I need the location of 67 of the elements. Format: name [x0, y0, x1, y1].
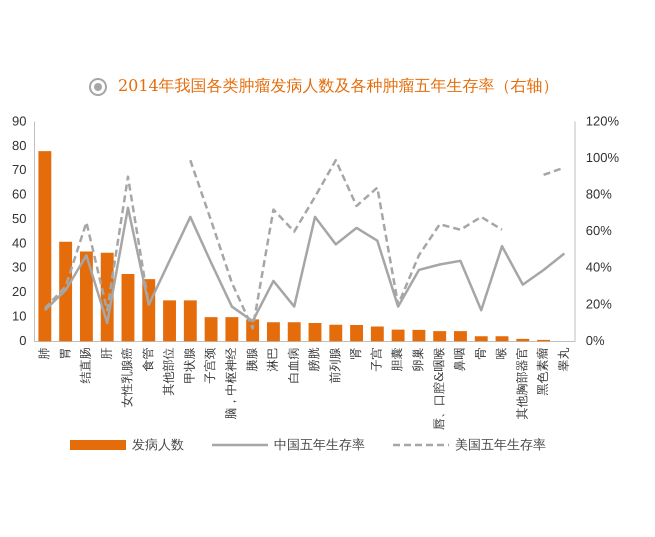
bar: [204, 317, 218, 342]
y-tick-label: 10: [12, 308, 26, 324]
x-tick-label: 子宫颈: [203, 347, 218, 384]
bar: [454, 331, 467, 342]
x-tick-label: 黑色素瘤: [536, 347, 550, 396]
bar: [59, 242, 72, 342]
bar: [496, 336, 508, 342]
x-tick-label: 胰腺: [244, 347, 259, 372]
x-tick-label: 肝: [99, 347, 114, 360]
chart-title: 2014年我国各类肿瘤发病人数及各种肿瘤五年生存率（右轴）: [118, 76, 559, 97]
x-tick-label: 胆囊: [390, 347, 404, 372]
bar: [184, 300, 197, 342]
x-tick-label: 女性乳腺癌: [120, 347, 134, 408]
bar: [266, 322, 280, 342]
x-tick-label: 膀胱: [307, 347, 322, 372]
bar: [329, 324, 342, 342]
y-tick-label: 40: [12, 235, 26, 250]
bar: [38, 151, 52, 342]
y-tick-label: 50: [12, 210, 26, 226]
x-tick-label: 白血病: [286, 347, 300, 384]
x-tick-label: 其他胸部器官: [514, 347, 529, 420]
y-tick-label: 80: [12, 138, 26, 153]
bar: [288, 322, 301, 342]
x-tick-label: 肾: [348, 347, 363, 360]
x-tick-label: 淋巴: [266, 347, 280, 372]
y-tick-label: 0: [19, 332, 26, 348]
bar: [122, 274, 134, 342]
x-tick-label: 唇、口腔&咽喉: [432, 347, 446, 430]
bar: [163, 300, 176, 342]
y-tick-label: 90: [12, 113, 26, 128]
x-tick-label: 胃: [58, 347, 72, 360]
x-tick-label: 鼻咽: [452, 347, 467, 372]
x-tick-label: 其他部位: [162, 347, 176, 396]
x-tick-label: 甲状腺: [182, 347, 196, 384]
legend-label: 发病人数: [132, 437, 184, 454]
y-tick-label: 70: [12, 162, 26, 178]
bar: [225, 317, 238, 342]
bar: [412, 330, 426, 342]
bar: [308, 323, 322, 342]
x-tick-label: 睾丸: [556, 347, 570, 372]
y2-tick-label: 60%: [586, 223, 612, 238]
x-tick-label: 肺: [36, 347, 51, 360]
bar: [392, 330, 405, 342]
y2-tick-label: 40%: [586, 260, 612, 275]
y2-tick-label: 0%: [586, 332, 605, 348]
y-tick-label: 60: [12, 186, 26, 202]
x-tick-label: 食管: [140, 347, 155, 372]
x-tick-label: 子宫: [369, 347, 384, 372]
x-tick-label: 结直肠: [78, 347, 93, 384]
legend-label: 中国五年生存率: [274, 437, 365, 454]
x-tick-label: 卵巢: [411, 347, 426, 372]
bar: [433, 331, 446, 342]
y2-tick-label: 100%: [586, 150, 620, 165]
y-tick-label: 20: [12, 284, 26, 300]
x-tick-label: 脑，中枢神经: [224, 347, 238, 420]
y2-tick-label: 20%: [586, 296, 612, 312]
y2-tick-label: 120%: [586, 113, 620, 128]
x-tick-label: 喉: [494, 347, 508, 360]
y2-tick-label: 80%: [586, 186, 612, 202]
bar: [350, 324, 363, 342]
legend-label: 美国五年生存率: [455, 437, 546, 454]
bar: [80, 252, 93, 342]
x-tick-label: 前列腺: [328, 347, 342, 384]
y-tick-label: 30: [12, 260, 26, 275]
x-tick-label: 骨: [473, 347, 488, 360]
bar: [474, 336, 488, 342]
bar: [370, 326, 384, 342]
